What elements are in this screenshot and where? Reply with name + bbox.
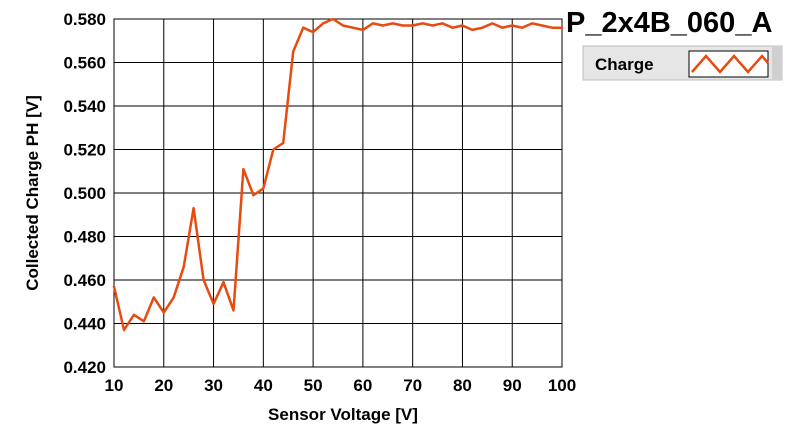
x-tick-label: 50 — [304, 376, 323, 395]
x-tick-label: 80 — [453, 376, 472, 395]
x-tick-label: 70 — [403, 376, 422, 395]
x-tick-label: 60 — [353, 376, 372, 395]
y-tick-label: 0.520 — [63, 141, 106, 160]
y-tick-label: 0.540 — [63, 97, 106, 116]
x-axis-title: Sensor Voltage [V] — [268, 405, 418, 424]
x-tick-label: 100 — [548, 376, 576, 395]
x-tick-labels: 10 20 30 40 50 60 70 80 90 100 — [105, 376, 577, 395]
legend-swatch — [691, 54, 769, 74]
y-tick-label: 0.500 — [63, 184, 106, 203]
y-tick-label: 0.420 — [63, 358, 106, 377]
series-line-charge — [112, 17, 564, 332]
legend: Charge — [582, 45, 783, 81]
x-tick-label: 20 — [154, 376, 173, 395]
x-tick-label: 10 — [105, 376, 124, 395]
y-axis-title: Collected Charge PH [V] — [23, 95, 42, 291]
series-layer — [112, 17, 564, 332]
grid-lines — [114, 19, 562, 367]
y-tick-label: 0.560 — [63, 54, 106, 73]
legend-shadow — [772, 47, 781, 79]
y-tick-label: 0.440 — [63, 315, 106, 334]
x-tick-label: 90 — [503, 376, 522, 395]
x-tick-label: 40 — [254, 376, 273, 395]
y-tick-label: 0.580 — [63, 10, 106, 29]
y-tick-label: 0.460 — [63, 271, 106, 290]
y-tick-label: 0.480 — [63, 228, 106, 247]
x-tick-label: 30 — [204, 376, 223, 395]
legend-label: Charge — [595, 55, 654, 74]
y-tick-labels: 0.420 0.440 0.460 0.480 0.500 0.520 0.540 0.560… — [63, 10, 106, 377]
chart-title: P_2x4B_060_A — [566, 7, 772, 39]
plot-frame — [113, 18, 563, 368]
